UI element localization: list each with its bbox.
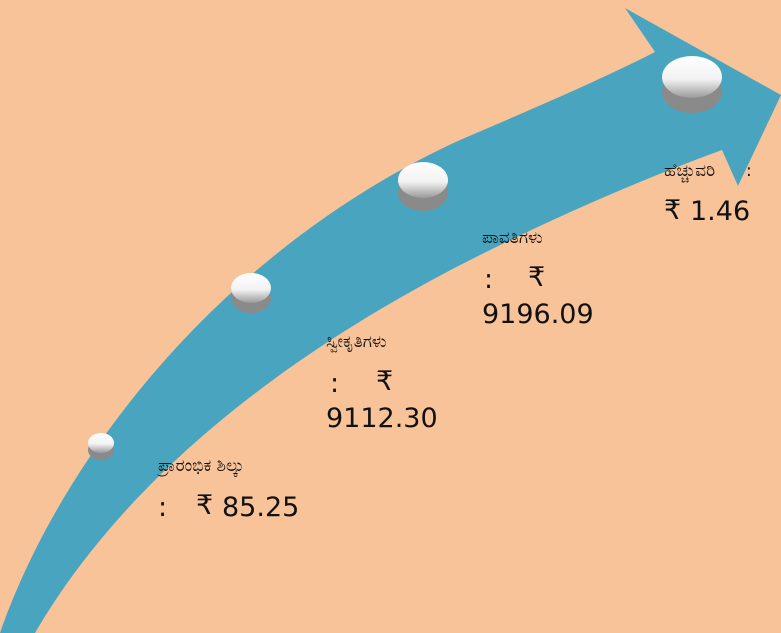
currency: ₹ (376, 366, 393, 397)
amount: 1.46 (690, 196, 750, 227)
currency: ₹ (196, 490, 213, 521)
currency: ₹ (664, 195, 681, 226)
infographic: ಪ್ರಾರಂಭಿಕ ಶಿಲ್ಕು : ₹ 85.25 ಸ್ವೀಕೃತಿಗಳು :… (0, 0, 781, 633)
stage-label: ಪಾವತಿಗಳು (482, 228, 543, 248)
arrow-graphic (0, 0, 781, 633)
separator: : (484, 264, 493, 295)
currency: ₹ (528, 262, 545, 293)
amount: 9112.30 (326, 403, 438, 434)
amount: 85.25 (222, 492, 299, 523)
stage-label: ಪ್ರಾರಂಭಿಕ ಶಿಲ್ಕು (158, 456, 244, 476)
stage-label: ಹೆಚ್ಚುವರಿ (664, 161, 715, 181)
stage-label: ಸ್ವೀಕೃತಿಗಳು (326, 332, 387, 352)
amount: 9196.09 (482, 299, 594, 330)
separator: : (158, 492, 167, 523)
separator: : (746, 161, 752, 181)
growth-arrow (0, 8, 781, 633)
separator: : (330, 368, 339, 399)
